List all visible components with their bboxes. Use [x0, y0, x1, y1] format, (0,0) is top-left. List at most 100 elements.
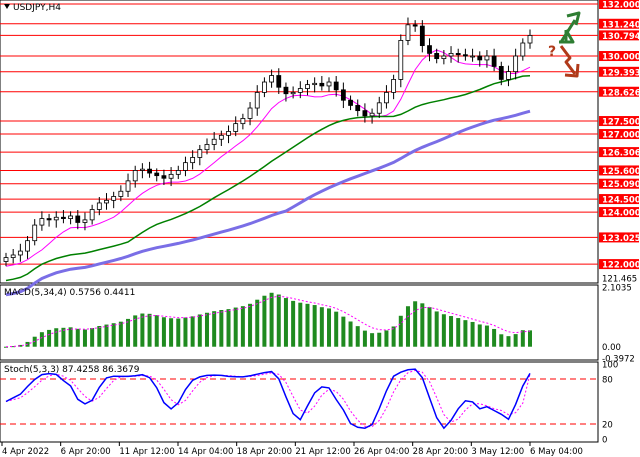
- macd-bar: [219, 310, 224, 347]
- macd-histogram: [4, 292, 532, 348]
- candle-body: [254, 92, 260, 109]
- time-axis: 4 Apr 2022 6 Apr 20:00 11 Apr 12:00 14 Apr …: [1, 442, 583, 457]
- stoch-pane[interactable]: [0, 361, 599, 443]
- price-tag-label: 128.626: [602, 88, 640, 98]
- candle-body: [498, 66, 504, 80]
- macd-bar: [441, 314, 446, 347]
- candle-body: [111, 196, 117, 201]
- price-tag: [599, 207, 639, 218]
- macd-bar: [291, 300, 296, 347]
- candle-body: [183, 162, 188, 171]
- macd-bar: [513, 334, 518, 347]
- stoch-tick-label: 100: [602, 361, 618, 371]
- price-tick-label: 121.465: [602, 275, 637, 285]
- macd-bar: [434, 311, 439, 347]
- macd-bar: [190, 316, 195, 347]
- macd-bar: [226, 309, 231, 347]
- candle-body: [305, 84, 310, 89]
- candle-body: [118, 190, 124, 197]
- time-tick-label: 14 Apr 04:00: [178, 447, 233, 457]
- candle-body: [434, 53, 440, 60]
- macd-bar: [68, 327, 73, 347]
- candle-body: [348, 99, 353, 106]
- candle-body: [82, 219, 88, 223]
- candle-body: [297, 88, 303, 93]
- macd-bar: [391, 326, 396, 347]
- green-up-arrow-icon: [559, 11, 581, 44]
- macd-bar: [269, 292, 274, 347]
- macd-bar: [470, 321, 475, 347]
- candle-body: [262, 81, 267, 93]
- macd-bar: [398, 315, 403, 347]
- macd-bar: [212, 311, 217, 347]
- price-tag: [599, 165, 639, 176]
- candle-body: [132, 170, 138, 182]
- price-tag: [599, 86, 639, 97]
- candle-body: [168, 173, 174, 179]
- macd-bar: [319, 307, 324, 347]
- macd-bar: [161, 317, 166, 347]
- ma-fast-line: [5, 49, 531, 267]
- chart-menu-triangle-icon[interactable]: [4, 4, 10, 9]
- price-tag: [599, 18, 639, 29]
- macd-bar: [140, 313, 145, 347]
- price-tag-label: 132.000: [602, 1, 640, 11]
- macd-bar: [75, 328, 80, 347]
- candle-body: [283, 86, 289, 95]
- candle-body: [61, 216, 66, 219]
- candle-body: [139, 168, 145, 171]
- candle-body: [319, 82, 325, 87]
- macd-bar: [90, 328, 95, 347]
- macd-tick-label: 0.00: [602, 343, 621, 353]
- macd-bar: [492, 328, 497, 347]
- time-tick-label: 3 May 12:00: [471, 447, 524, 457]
- macd-bar: [204, 312, 209, 347]
- candle-body: [226, 131, 231, 136]
- candle-body: [455, 53, 461, 56]
- macd-bar: [341, 316, 346, 347]
- macd-axis: 2.1035 0.00 -0.3972: [602, 284, 635, 365]
- candle-body: [484, 55, 490, 61]
- macd-bar: [456, 318, 461, 347]
- candle-body: [240, 118, 246, 125]
- candle-body: [154, 172, 160, 177]
- price-tag: [599, 232, 639, 243]
- candle-body: [384, 92, 389, 104]
- candle-body: [68, 215, 74, 219]
- price-tag-label: 125.090: [602, 180, 640, 190]
- price-tag-label: 131.240: [602, 20, 640, 30]
- candle-body: [269, 75, 274, 83]
- candle-body: [75, 215, 81, 223]
- time-tick-label: 6 May 04:00: [530, 447, 583, 457]
- candle-body: [427, 45, 432, 54]
- candle-body: [290, 92, 296, 95]
- stoch-tick-label: 0: [602, 436, 607, 446]
- price-tag-label: 126.306: [602, 149, 640, 159]
- candle-body: [25, 240, 30, 252]
- candle-body: [276, 75, 282, 88]
- macd-bar: [377, 332, 382, 347]
- price-tag: [599, 66, 639, 77]
- macd-bar: [477, 324, 482, 347]
- macd-bar: [97, 326, 102, 347]
- macd-bar: [82, 329, 87, 347]
- price-pane[interactable]: [0, 0, 599, 284]
- stoch-axis: 100 80 20 0: [602, 361, 618, 446]
- macd-bar: [312, 305, 317, 347]
- macd-bar: [240, 306, 245, 347]
- macd-bar: [327, 308, 332, 347]
- macd-bar: [54, 328, 59, 347]
- macd-bar: [262, 295, 267, 347]
- macd-bar: [147, 313, 152, 347]
- macd-bar: [248, 303, 253, 347]
- stoch-tick-label: 20: [602, 421, 613, 431]
- candle-body: [53, 216, 59, 221]
- price-tag: [599, 51, 639, 62]
- macd-bar: [484, 325, 489, 347]
- candle-body: [197, 149, 203, 158]
- price-tag: [599, 147, 639, 158]
- price-tag-label: 124.500: [602, 196, 640, 206]
- macd-bar: [334, 311, 339, 347]
- macd-bar: [348, 321, 353, 347]
